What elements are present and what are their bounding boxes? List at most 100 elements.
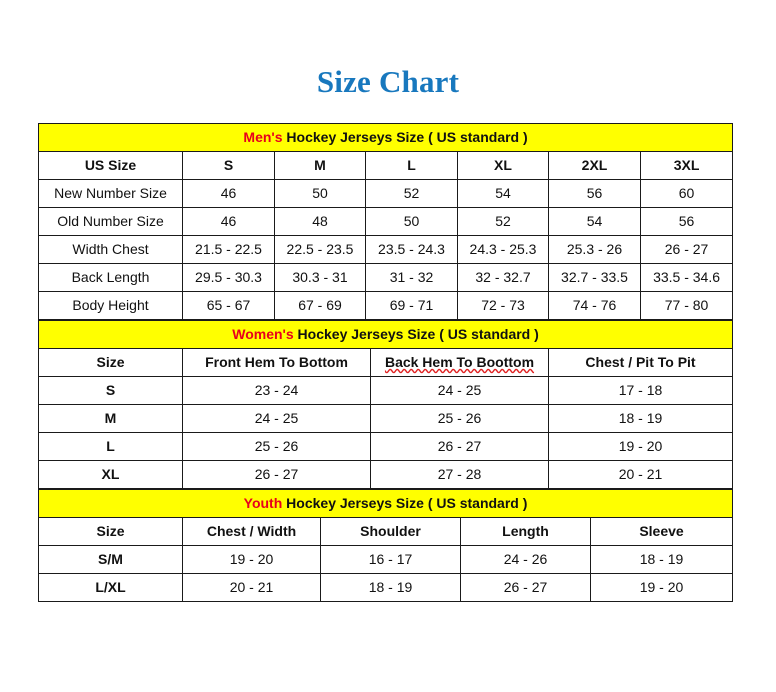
youth-cell-lxl-sleeve: 19 - 20	[589, 573, 734, 602]
table-row: L 25 - 26 26 - 27 19 - 20	[38, 432, 734, 461]
mens-cell-body-height-3xl: 77 - 80	[639, 291, 734, 320]
mens-col-header-2xl: 2XL	[548, 151, 641, 180]
womens-banner-accent: Women's	[232, 326, 294, 342]
mens-cell-back-length-l: 31 - 32	[365, 263, 458, 292]
youth-banner-row: Youth Hockey Jerseys Size ( US standard …	[37, 489, 734, 518]
youth-cell-lxl-shoulder: 18 - 19	[320, 573, 461, 602]
misspelled-text: Back Hem To Boottom	[384, 354, 535, 370]
mens-cell-body-height-2xl: 74 - 76	[548, 291, 641, 320]
womens-cell-s-back-hem: 24 - 25	[370, 376, 549, 405]
mens-cell-new-number-size-2xl: 56	[548, 179, 641, 208]
mens-banner-rest: Hockey Jerseys Size ( US standard )	[282, 129, 528, 145]
youth-col-header-length: Length	[460, 517, 591, 546]
mens-cell-body-height-s: 65 - 67	[182, 291, 275, 320]
youth-col-header-sleeve: Sleeve	[589, 517, 734, 546]
womens-cell-xl-chest: 20 - 21	[547, 460, 734, 489]
mens-row-label-width-chest: Width Chest	[38, 235, 183, 264]
mens-cell-old-number-size-m: 48	[274, 207, 366, 236]
womens-column-header-row: Size Front Hem To Bottom Back Hem To Boo…	[38, 348, 734, 377]
womens-cell-m-front-hem: 24 - 25	[182, 404, 371, 433]
mens-cell-width-chest-l: 23.5 - 24.3	[365, 235, 458, 264]
mens-banner-row: Men's Hockey Jerseys Size ( US standard …	[37, 123, 734, 152]
womens-cell-s-front-hem: 23 - 24	[182, 376, 371, 405]
table-row: Back Length 29.5 - 30.3 30.3 - 31 31 - 3…	[38, 263, 734, 292]
youth-col-header-size: Size	[38, 517, 183, 546]
mens-col-header-s: S	[182, 151, 275, 180]
table-row: S 23 - 24 24 - 25 17 - 18	[38, 376, 734, 405]
table-row: New Number Size 46 50 52 54 56 60	[38, 179, 734, 208]
womens-cell-l-back-hem: 26 - 27	[370, 432, 549, 461]
mens-cell-new-number-size-s: 46	[182, 179, 275, 208]
womens-row-label-s: S	[38, 376, 183, 405]
youth-size-table: Youth Hockey Jerseys Size ( US standard …	[37, 489, 734, 602]
womens-banner-rest: Hockey Jerseys Size ( US standard )	[293, 326, 539, 342]
mens-col-header-us-size: US Size	[38, 151, 183, 180]
mens-cell-back-length-s: 29.5 - 30.3	[182, 263, 275, 292]
mens-row-label-body-height: Body Height	[38, 291, 183, 320]
table-row: L/XL 20 - 21 18 - 19 26 - 27 19 - 20	[38, 573, 734, 602]
youth-column-header-row: Size Chest / Width Shoulder Length Sleev…	[38, 517, 734, 546]
womens-cell-xl-front-hem: 26 - 27	[182, 460, 371, 489]
mens-col-header-l: L	[365, 151, 458, 180]
mens-cell-width-chest-m: 22.5 - 23.5	[274, 235, 366, 264]
table-row: S/M 19 - 20 16 - 17 24 - 26 18 - 19	[38, 545, 734, 574]
table-row: M 24 - 25 25 - 26 18 - 19	[38, 404, 734, 433]
mens-col-header-xl: XL	[457, 151, 549, 180]
mens-cell-width-chest-xl: 24.3 - 25.3	[457, 235, 549, 264]
youth-cell-sm-length: 24 - 26	[460, 545, 591, 574]
youth-col-header-shoulder: Shoulder	[320, 517, 461, 546]
table-row: Width Chest 21.5 - 22.5 22.5 - 23.5 23.5…	[38, 235, 734, 264]
mens-size-table: Men's Hockey Jerseys Size ( US standard …	[37, 123, 734, 320]
mens-cell-width-chest-s: 21.5 - 22.5	[182, 235, 275, 264]
womens-col-header-back-hem-to-boottom: Back Hem To Boottom	[370, 348, 549, 377]
mens-column-header-row: US Size S M L XL 2XL 3XL	[38, 151, 734, 180]
youth-cell-sm-shoulder: 16 - 17	[320, 545, 461, 574]
womens-cell-m-back-hem: 25 - 26	[370, 404, 549, 433]
mens-cell-width-chest-3xl: 26 - 27	[639, 235, 734, 264]
womens-cell-l-chest: 19 - 20	[547, 432, 734, 461]
mens-cell-old-number-size-l: 50	[365, 207, 458, 236]
mens-cell-back-length-m: 30.3 - 31	[274, 263, 366, 292]
youth-cell-lxl-chest-width: 20 - 21	[182, 573, 321, 602]
mens-cell-old-number-size-3xl: 56	[639, 207, 734, 236]
womens-row-label-m: M	[38, 404, 183, 433]
mens-cell-old-number-size-2xl: 54	[548, 207, 641, 236]
mens-cell-back-length-xl: 32 - 32.7	[457, 263, 549, 292]
youth-cell-sm-sleeve: 18 - 19	[589, 545, 734, 574]
youth-row-label-sm: S/M	[38, 545, 183, 574]
youth-cell-lxl-length: 26 - 27	[460, 573, 591, 602]
youth-col-header-chest-width: Chest / Width	[182, 517, 321, 546]
table-row: Old Number Size 46 48 50 52 54 56	[38, 207, 734, 236]
womens-col-header-front-hem-to-bottom: Front Hem To Bottom	[182, 348, 371, 377]
youth-row-label-lxl: L/XL	[38, 573, 183, 602]
mens-col-header-3xl: 3XL	[639, 151, 734, 180]
mens-cell-back-length-3xl: 33.5 - 34.6	[639, 263, 734, 292]
mens-cell-body-height-xl: 72 - 73	[457, 291, 549, 320]
table-row: XL 26 - 27 27 - 28 20 - 21	[38, 460, 734, 489]
womens-cell-s-chest: 17 - 18	[547, 376, 734, 405]
youth-banner-accent: Youth	[243, 495, 283, 511]
mens-row-label-old-number-size: Old Number Size	[38, 207, 183, 236]
size-tables-container: Men's Hockey Jerseys Size ( US standard …	[37, 123, 734, 602]
mens-row-label-new-number-size: New Number Size	[38, 179, 183, 208]
mens-cell-old-number-size-xl: 52	[457, 207, 549, 236]
youth-banner-rest: Hockey Jerseys Size ( US standard )	[282, 495, 528, 511]
womens-section-banner: Women's Hockey Jerseys Size ( US standar…	[37, 320, 734, 349]
mens-section-banner: Men's Hockey Jerseys Size ( US standard …	[37, 123, 734, 152]
mens-cell-new-number-size-l: 52	[365, 179, 458, 208]
womens-col-header-size: Size	[38, 348, 183, 377]
womens-row-label-l: L	[38, 432, 183, 461]
womens-row-label-xl: XL	[38, 460, 183, 489]
mens-cell-new-number-size-m: 50	[274, 179, 366, 208]
womens-col-header-chest-pit-to-pit: Chest / Pit To Pit	[547, 348, 734, 377]
mens-col-header-m: M	[274, 151, 366, 180]
youth-section-banner: Youth Hockey Jerseys Size ( US standard …	[37, 489, 734, 518]
womens-cell-m-chest: 18 - 19	[547, 404, 734, 433]
womens-cell-l-front-hem: 25 - 26	[182, 432, 371, 461]
mens-cell-width-chest-2xl: 25.3 - 26	[548, 235, 641, 264]
mens-banner-accent: Men's	[243, 129, 283, 145]
mens-row-label-back-length: Back Length	[38, 263, 183, 292]
womens-size-table: Women's Hockey Jerseys Size ( US standar…	[37, 320, 734, 489]
mens-cell-body-height-l: 69 - 71	[365, 291, 458, 320]
